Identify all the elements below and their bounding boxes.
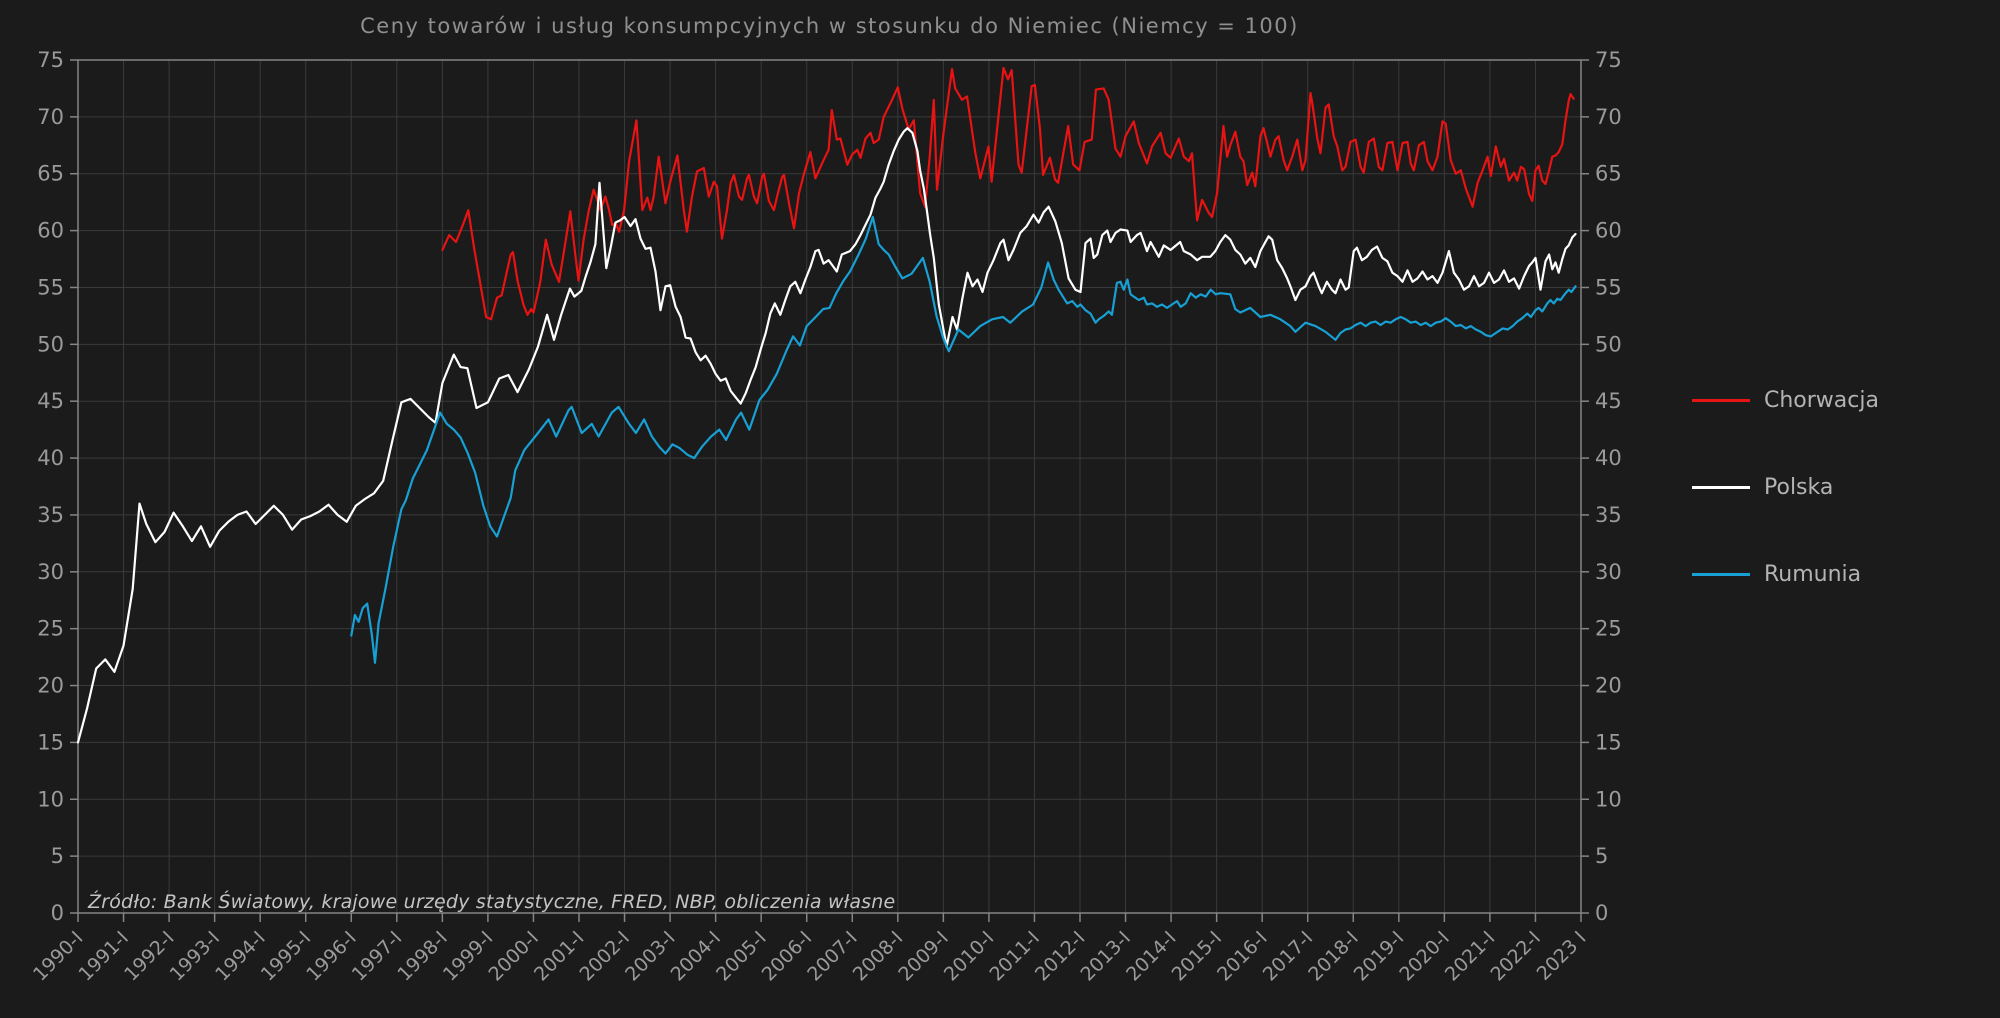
legend-line-swatch-rumunia <box>1692 572 1750 576</box>
legend-item-polska: Polska <box>1692 473 1879 501</box>
y-tick-label-right: 55 <box>1595 275 1622 299</box>
legend-label-rumunia: Rumunia <box>1764 561 1862 587</box>
x-tick-label: 2018-I <box>1304 927 1363 986</box>
y-tick-label-right: 65 <box>1595 162 1622 186</box>
x-tick-label: 2012-I <box>1031 927 1090 986</box>
x-tick-label: 2015-I <box>1168 927 1227 986</box>
x-tick-label: 1990-I <box>29 927 88 986</box>
x-tick-label: 2023 I <box>1533 927 1591 985</box>
y-tick-label-right: 10 <box>1595 787 1622 811</box>
x-tick-label: 2013-I <box>1077 927 1136 986</box>
y-tick-label-left: 40 <box>37 446 64 470</box>
x-tick-label: 2004-I <box>667 927 726 986</box>
y-tick-label-left: 55 <box>37 275 64 299</box>
x-tick-label: 1995-I <box>257 927 316 986</box>
y-tick-label-right: 0 <box>1595 901 1608 925</box>
y-tick-label-right: 30 <box>1595 560 1622 584</box>
x-tick-label: 2003-I <box>621 927 680 986</box>
y-tick-label-right: 60 <box>1595 219 1622 243</box>
x-tick-label: 1994-I <box>211 927 270 986</box>
x-tick-label: 2016-I <box>1213 927 1272 986</box>
y-tick-label-left: 50 <box>37 332 64 356</box>
y-tick-label-left: 35 <box>37 503 64 527</box>
x-tick-label: 2007-I <box>803 927 862 986</box>
x-tick-label: 2021-I <box>1441 927 1500 986</box>
source-note: Źródło: Bank Światowy, krajowe urzędy st… <box>88 891 896 913</box>
x-tick-label: 2009-I <box>894 927 953 986</box>
y-tick-label-left: 70 <box>37 105 64 129</box>
y-tick-label-left: 65 <box>37 162 64 186</box>
series-line-chorwacja <box>441 66 1575 321</box>
x-tick-label: 1991-I <box>75 927 134 986</box>
x-tick-label: 1999-I <box>439 927 498 986</box>
series-line-rumunia <box>350 215 1577 664</box>
y-tick-label-left: 25 <box>37 617 64 641</box>
plot-spines <box>77 59 1582 914</box>
x-tick-label: 1996-I <box>302 927 361 986</box>
x-tick-label: 2000-I <box>484 927 543 986</box>
legend-line-swatch-polska <box>1692 485 1750 489</box>
x-tick-label: 2008-I <box>849 927 908 986</box>
x-tick-label: 2017-I <box>1259 927 1318 986</box>
y-tick-label-left: 15 <box>37 730 64 754</box>
y-tick-label-right: 35 <box>1595 503 1622 527</box>
x-tick-label: 2020-I <box>1395 927 1454 986</box>
y-tick-label-left: 5 <box>51 844 64 868</box>
legend-label-polska: Polska <box>1764 474 1834 500</box>
x-tick-label: 2010-I <box>940 927 999 986</box>
legend-line-swatch-chorwacja <box>1692 398 1750 402</box>
y-tick-label-right: 45 <box>1595 389 1622 413</box>
legend-item-rumunia: Rumunia <box>1692 560 1879 588</box>
x-tick-label: 2014-I <box>1122 927 1181 986</box>
legend: Chorwacja Polska Rumunia <box>1692 386 1879 647</box>
y-tick-label-right: 25 <box>1595 617 1622 641</box>
x-tick-label: 2011-I <box>985 927 1044 986</box>
legend-label-chorwacja: Chorwacja <box>1764 387 1879 413</box>
x-tick-label: 2005-I <box>712 927 771 986</box>
x-tick-label: 2022-I <box>1486 927 1545 986</box>
y-tick-label-right: 50 <box>1595 332 1622 356</box>
x-tick-label: 1998-I <box>393 927 452 986</box>
y-tick-label-right: 20 <box>1595 674 1622 698</box>
series-line-polska <box>76 127 1577 744</box>
x-tick-label: 1997-I <box>348 927 407 986</box>
x-tick-label: 2001-I <box>530 927 589 986</box>
y-tick-label-right: 75 <box>1595 48 1622 72</box>
x-tick-label: 2019-I <box>1350 927 1409 986</box>
y-tick-label-left: 45 <box>37 389 64 413</box>
x-tick-label: 2006-I <box>758 927 817 986</box>
y-tick-label-right: 15 <box>1595 730 1622 754</box>
x-tick-label: 1992-I <box>120 927 179 986</box>
y-tick-label-right: 5 <box>1595 844 1608 868</box>
y-tick-label-left: 0 <box>51 901 64 925</box>
chart-title: Ceny towarów i usług konsumpcyjnych w st… <box>360 14 1299 38</box>
legend-item-chorwacja: Chorwacja <box>1692 386 1879 414</box>
x-tick-label: 1993-I <box>166 927 225 986</box>
y-tick-label-left: 20 <box>37 674 64 698</box>
y-tick-label-left: 60 <box>37 219 64 243</box>
x-tick-label: 2002-I <box>576 927 635 986</box>
y-tick-label-left: 10 <box>37 787 64 811</box>
y-tick-label-left: 30 <box>37 560 64 584</box>
y-tick-label-right: 70 <box>1595 105 1622 129</box>
y-tick-label-right: 40 <box>1595 446 1622 470</box>
y-tick-label-left: 75 <box>37 48 64 72</box>
